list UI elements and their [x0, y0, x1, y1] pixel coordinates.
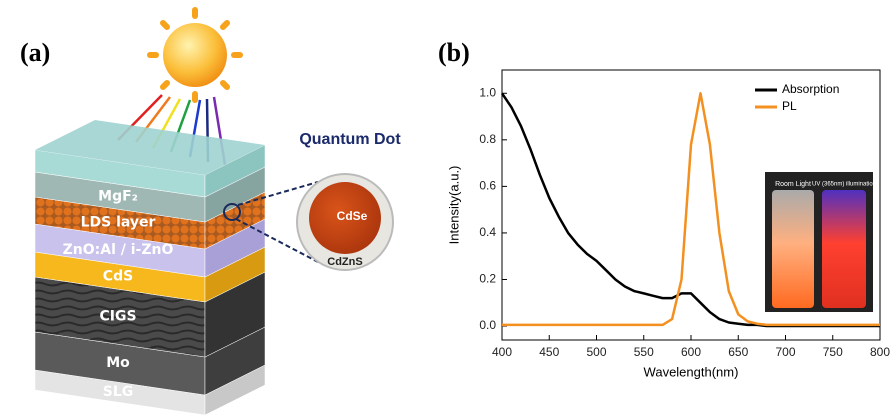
layer-label: MgF₂: [98, 189, 138, 205]
y-tick-label: 0.0: [479, 318, 496, 332]
chart: (b) 400 450 500 550 600 650 700 750 800 0.0 0.2 0.4 0…: [438, 38, 890, 379]
x-tick-label: 400: [492, 345, 512, 359]
qd-shell: CdZnS: [327, 256, 362, 268]
layer-label: ZnO:Al / i-ZnO: [63, 242, 174, 258]
y-tick-label: 0.4: [479, 225, 496, 239]
panel-label: (b): [438, 38, 470, 67]
legend-label: Absorption: [782, 82, 839, 96]
layer-label: LDS layer: [81, 215, 156, 231]
y-tick-label: 0.6: [479, 179, 496, 193]
panel-label: (a): [20, 38, 50, 67]
qd-core: CdSe: [337, 209, 368, 223]
layer-label: SLG: [103, 384, 134, 400]
legend-label: PL: [782, 99, 797, 113]
layer-label: CIGS: [99, 309, 136, 325]
x-tick-label: 800: [870, 345, 890, 359]
series-line: [502, 92, 880, 327]
y-tick-label: 1.0: [479, 85, 496, 99]
x-tick-label: 550: [634, 345, 654, 359]
y-tick-label: 0.8: [479, 132, 496, 146]
sun: [147, 7, 243, 103]
x-tick-label: 500: [586, 345, 606, 359]
x-tick-label: 750: [823, 345, 843, 359]
x-axis-label: Wavelength(nm): [644, 364, 739, 379]
y-tick-label: 0.2: [479, 272, 496, 286]
quantum-dot: [223, 173, 394, 271]
vial-uv: [822, 190, 866, 308]
layer-top: [35, 120, 265, 175]
vial-room: [772, 190, 814, 308]
qd-title: Quantum Dot: [299, 131, 401, 148]
inset-label: UV (365nm) illumination: [812, 182, 876, 188]
x-tick-label: 600: [681, 345, 701, 359]
x-tick-label: 650: [728, 345, 748, 359]
layer-label: CdS: [103, 269, 133, 285]
y-axis-label: Intensity(a.u.): [446, 166, 461, 245]
x-tick-label: 450: [539, 345, 559, 359]
inset-label: Room Light: [775, 181, 811, 188]
x-tick-label: 700: [775, 345, 795, 359]
layer-label: Mo: [106, 355, 130, 371]
layer-stack: SLG Mo CIGS CdS ZnO:Al / i-ZnO LDS layer MgF₂: [34, 120, 266, 416]
